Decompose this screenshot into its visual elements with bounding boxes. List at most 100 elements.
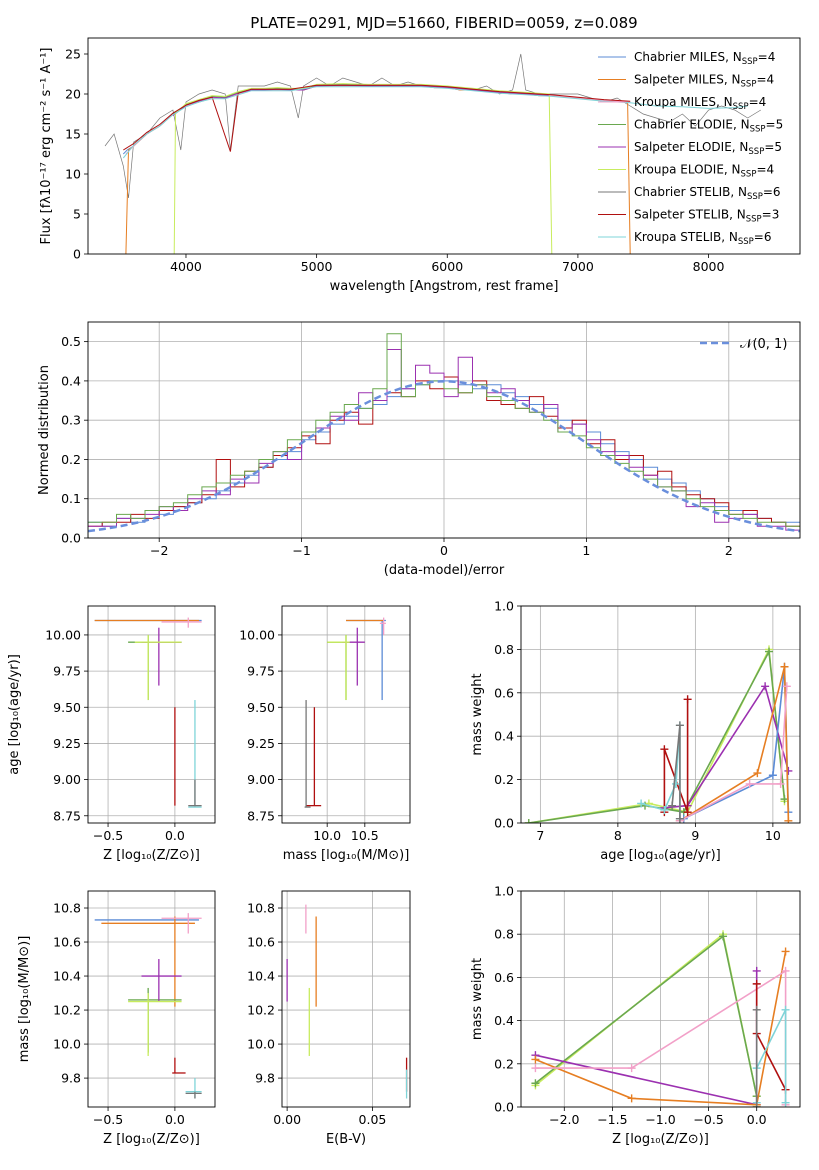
legend-label-sub: SSP [741,80,757,90]
legend-label-tail: =6 [763,185,781,199]
y-tick-label: 9.25 [247,736,275,751]
legend-label-tail: =4 [758,50,776,64]
weight-marker [752,1005,761,1014]
x-tick-label: 10.0 [313,828,341,843]
weight-marker [675,721,684,730]
x-tick-label: 8 [614,828,622,843]
axes-frame [87,37,801,255]
axes-frame [87,890,216,1108]
x-axis-label: Z [log₁₀(Z/Z⊙)] [612,1132,709,1147]
legend-label: Chabrier ELODIE, NSSP=5 [634,118,783,135]
weight-marker [719,932,728,941]
weight-marker [765,647,773,656]
x-tick-label: 5000 [301,259,333,274]
weight-marker [761,682,770,691]
y-tick-label: 9.8 [61,1071,81,1086]
weight-line [679,686,788,822]
x-tick-label: 0.00 [273,1112,301,1127]
axes-frame [520,605,801,824]
x-tick-label: 0.0 [165,828,185,843]
weight-marker [524,819,533,823]
legend-label-sub: SSP [742,57,758,67]
legend-label-sub: SSP [748,147,764,157]
x-tick-label: −1 [292,543,310,558]
x-tick-label: 10 [765,828,781,843]
x-axis-label: (data-model)/error [384,563,505,578]
weight-line [679,666,790,822]
y-tick-label: 10.8 [247,901,275,916]
y-tick-label: 0.5 [61,334,81,349]
legend-label-sub: SSP [738,237,754,247]
x-tick-label: 10.5 [351,828,379,843]
x-tick-label: 9 [691,828,699,843]
x-tick-label: −1.5 [597,1112,627,1127]
legend-label: Chabrier STELIB, NSSP=6 [634,185,781,202]
spectrum-line [173,83,553,254]
weight-line [755,983,787,1091]
legend-label-main: Kroupa ELODIE, N [634,163,741,177]
x-tick-label: 7 [536,828,544,843]
y-tick-label: 9.50 [53,700,81,715]
y-tick-label: 10.0 [247,1037,275,1052]
legend-label-sub: SSP [747,192,763,202]
weight-marker [683,808,692,817]
legend-label: Kroupa MILES, NSSP=4 [634,95,766,112]
weight-marker [660,805,669,814]
y-tick-label: 0.0 [494,1100,514,1115]
x-tick-label: 0.0 [747,1112,767,1127]
y-tick-label: 0.2 [61,452,81,467]
plot-area [104,53,761,254]
x-tick-label: 0.0 [165,1112,185,1127]
weight-marker [531,1079,540,1088]
legend-label-sub: SSP [746,215,762,225]
weight-marker [780,662,789,671]
x-axis-label: wavelength [Angstrom, rest frame] [330,279,559,294]
legend-label: 𝒩(0, 1) [740,337,787,352]
residual-histogram-panel: −2 −1 0 1 2 0.0 0.1 0.2 0.3 0.4 0.5 (data-model)/er… [37,321,801,578]
plot-area [94,617,202,808]
normal-curve [88,380,800,533]
y-tick-label: 1.0 [494,884,514,899]
legend-label-main: Chabrier STELIB, N [634,185,747,199]
y-tick-label: 9.8 [255,1071,275,1086]
weight-marker [753,769,762,778]
x-tick-label: −0.5 [693,1112,723,1127]
weight-marker [668,801,677,810]
axes-frame [281,890,411,1108]
y-tick-label: 10.0 [53,1037,81,1052]
legend-label-sub: SSP [733,102,749,112]
age-vs-mass-panel: 10.0 10.5 8.75 9.00 9.25 9.50 9.75 10.00 mass [l… [239,605,411,863]
x-tick-label: 7000 [562,259,594,274]
spectrum-line [104,53,761,199]
legend-label-main: Kroupa MILES, N [634,95,733,109]
mass-weight-vs-metallicity-panel: −2.0 −1.5 −1.0 −0.5 0.0 0.0 0.2 0.4 0.6 0.8 1.0 Z [… [470,884,801,1147]
legend-label: Salpeter MILES, NSSP=4 [634,73,774,90]
y-tick-label: 10.2 [53,1003,81,1018]
legend-label-sub: SSP [741,170,757,180]
weight-marker [531,1064,540,1073]
weight-marker [627,1064,636,1073]
weight-marker [781,1098,790,1107]
y-tick-label: 15 [65,127,81,142]
x-tick-label: 1 [582,543,590,558]
spectrum-line [172,83,550,115]
y-tick-label: 8.75 [247,808,275,823]
legend-label: Chabrier MILES, NSSP=4 [634,50,775,67]
plot-area [286,904,408,1099]
legend-label-main: Salpeter ELODIE, N [634,140,748,154]
x-axis-label: age [log₁₀(age/yr)] [600,848,721,863]
y-tick-label: 0.1 [61,491,81,506]
y-tick-label: 10.00 [45,627,81,642]
x-tick-label: 0 [440,543,448,558]
chart-title: PLATE=0291, MJD=51660, FIBERID=0059, z=0… [250,14,637,32]
weight-line [755,1009,787,1103]
plot-area [531,930,790,1107]
spectrum-panel: 4000 5000 6000 7000 8000 0 5 10 15 20 25 wavelength… [39,37,801,294]
weight-marker [776,779,785,788]
weight-marker [660,745,669,754]
plot-area [94,913,202,1099]
weight-line [535,970,758,1106]
spectrum-line [172,84,550,116]
weight-marker [784,816,793,823]
legend-label-tail: =5 [764,140,782,154]
